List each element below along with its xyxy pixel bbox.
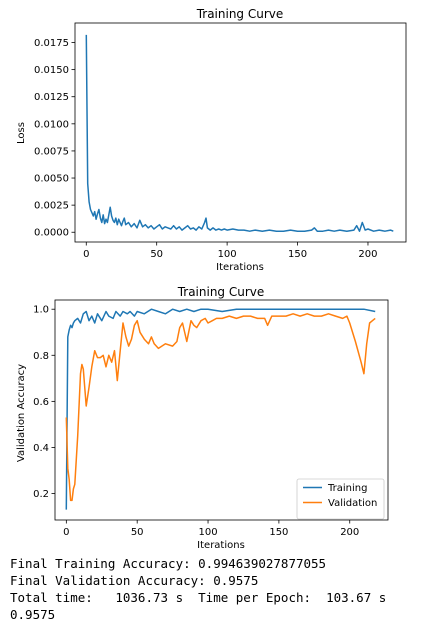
accuracy-chart-xlabel: Iterations (197, 540, 245, 551)
loss-chart-y-tick-label: 0.0075 (34, 146, 69, 157)
loss-chart-y-tick-label: 0.0175 (34, 38, 69, 49)
legend-label-training: Training (327, 483, 367, 494)
loss-chart-title: Training Curve (196, 7, 284, 21)
accuracy-chart-y-tick-label: 0.8 (33, 351, 49, 362)
accuracy-chart-y-tick-label: 1.0 (33, 305, 49, 316)
loss-chart-y-tick-label: 0.0000 (34, 228, 69, 239)
output-text: Final Training Accuracy: 0.9946390278770… (10, 555, 386, 623)
accuracy-chart-plot-frame (54, 299, 389, 521)
loss-chart-ylabel: Loss (16, 122, 27, 144)
output-line-validation: Final Validation Accuracy: 0.9575 (10, 573, 259, 588)
legend: Training Validation (296, 478, 385, 520)
accuracy-chart-x-tick-label: 0 (63, 527, 69, 538)
accuracy-chart-x-tick-label: 100 (198, 527, 217, 538)
loss-chart-series-0-line (85, 34, 394, 232)
loss-chart-x-tick-label: 150 (288, 249, 307, 260)
accuracy-chart-y-tick-label: 0.6 (33, 397, 49, 408)
loss-chart-y-tick-label: 0.0050 (34, 174, 69, 185)
accuracy-chart-y-tick-label: 0.2 (33, 489, 49, 500)
accuracy-chart-x-tick-label: 150 (269, 527, 288, 538)
loss-chart-xlabel: Iterations (216, 262, 264, 273)
accuracy-chart: Training Curve 0 50 100 150 200 0.2 0.4 0.6 0.8 1… (16, 285, 389, 551)
legend-label-validation: Validation (328, 498, 377, 509)
output-line-time: Total time: 1036.73 s Time per Epoch: 10… (10, 590, 387, 605)
loss-chart-x-tick-label: 100 (218, 249, 237, 260)
accuracy-chart-x-tick-label: 50 (131, 527, 144, 538)
accuracy-chart-ylabel: Validation Accuracy (16, 364, 27, 462)
loss-chart-plot-frame (74, 22, 407, 243)
loss-chart-y-tick-label: 0.0100 (34, 119, 69, 130)
loss-chart-y-tick-label: 0.0125 (34, 92, 69, 103)
accuracy-chart-title: Training Curve (177, 285, 265, 299)
loss-chart-x-tick-label: 50 (150, 249, 163, 260)
accuracy-chart-series-validation-line (65, 313, 376, 502)
accuracy-chart-x-tick-label: 200 (340, 527, 359, 538)
loss-chart-x-tick-label: 200 (358, 249, 377, 260)
accuracy-chart-series-training-line (65, 308, 376, 510)
loss-chart-x-tick-label: 0 (83, 249, 89, 260)
accuracy-chart-y-tick-label: 0.4 (33, 443, 49, 454)
loss-chart: Training Curve 0 50 100 150 200 0.0000 0.0025 0… (16, 7, 407, 273)
legend-box (296, 478, 385, 520)
output-line-training: Final Training Accuracy: 0.9946390278770… (10, 556, 327, 571)
loss-chart-y-tick-label: 0.0150 (34, 65, 69, 76)
output-line-result: 0.9575 (10, 607, 56, 622)
loss-chart-y-tick-label: 0.0025 (34, 201, 69, 212)
